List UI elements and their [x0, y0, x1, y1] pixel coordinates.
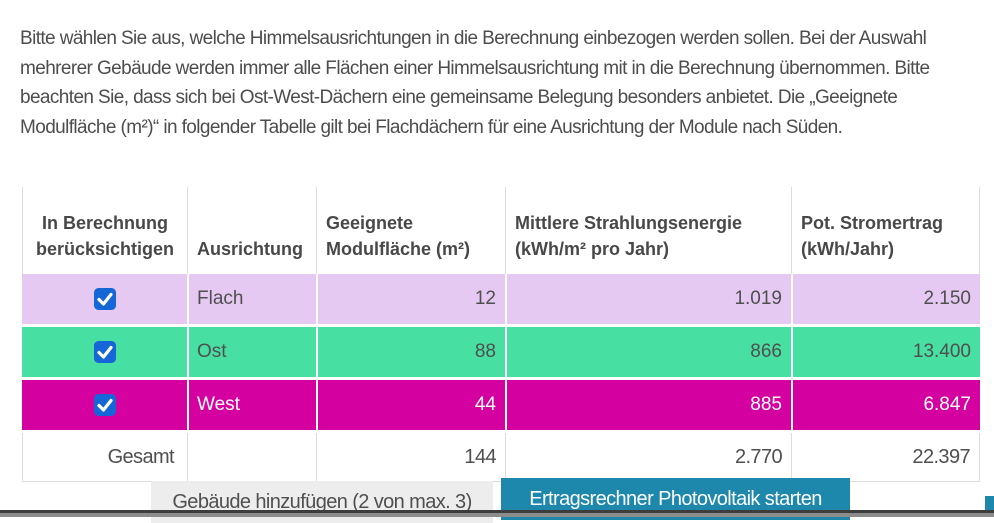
orientation-table: In Berechnung berücksichtigen Ausrichtun… — [22, 187, 980, 482]
check-icon — [96, 398, 113, 412]
header-yield: Pot. Stromertrag (kWh/Jahr) — [791, 187, 980, 274]
include-checkbox[interactable] — [93, 393, 116, 416]
checkbox-cell — [22, 274, 187, 327]
orientation-table-container: In Berechnung berücksichtigen Ausrichtun… — [22, 187, 980, 482]
total-label: Gesamt — [22, 433, 187, 482]
intro-paragraph: Bitte wählen Sie aus, welche Himmelsausr… — [20, 28, 930, 138]
clipped-button-fragment — [985, 496, 994, 511]
radiation-cell: 1.019 — [505, 274, 791, 327]
module-area-cell: 44 — [316, 380, 505, 433]
total-module-area: 144 — [316, 433, 505, 482]
module-area-cell: 88 — [316, 327, 505, 380]
checkbox-cell — [22, 380, 187, 433]
yield-cell: 2.150 — [791, 274, 980, 327]
table-header-row: In Berechnung berücksichtigen Ausrichtun… — [22, 187, 980, 274]
include-checkbox[interactable] — [93, 287, 116, 310]
include-checkbox[interactable] — [93, 340, 116, 363]
checkbox-cell — [22, 327, 187, 380]
module-area-cell: 12 — [316, 274, 505, 327]
orientation-cell: West — [187, 380, 316, 433]
radiation-cell: 866 — [505, 327, 791, 380]
check-icon — [96, 345, 113, 359]
empty-cell — [187, 433, 316, 482]
table-row-west: West 44 885 6.847 — [22, 380, 980, 433]
yield-cell: 6.847 — [791, 380, 980, 433]
check-icon — [96, 292, 113, 306]
yield-cell: 13.400 — [791, 327, 980, 380]
total-radiation: 2.770 — [505, 433, 791, 482]
header-orientation: Ausrichtung — [187, 187, 316, 274]
orientation-cell: Flach — [187, 274, 316, 327]
header-radiation: Mittlere Strahlungsenergie (kWh/m² pro J… — [505, 187, 791, 274]
window-bottom-divider — [0, 510, 994, 517]
total-yield: 22.397 — [791, 433, 980, 482]
table-row-ost: Ost 88 866 13.400 — [22, 327, 980, 380]
orientation-cell: Ost — [187, 327, 316, 380]
header-module-area: Geeignete Modulfläche (m²) — [316, 187, 505, 274]
radiation-cell: 885 — [505, 380, 791, 433]
table-row-total: Gesamt 144 2.770 22.397 — [22, 433, 980, 482]
header-include: In Berechnung berücksichtigen — [22, 187, 187, 274]
table-row-flach: Flach 12 1.019 2.150 — [22, 274, 980, 327]
